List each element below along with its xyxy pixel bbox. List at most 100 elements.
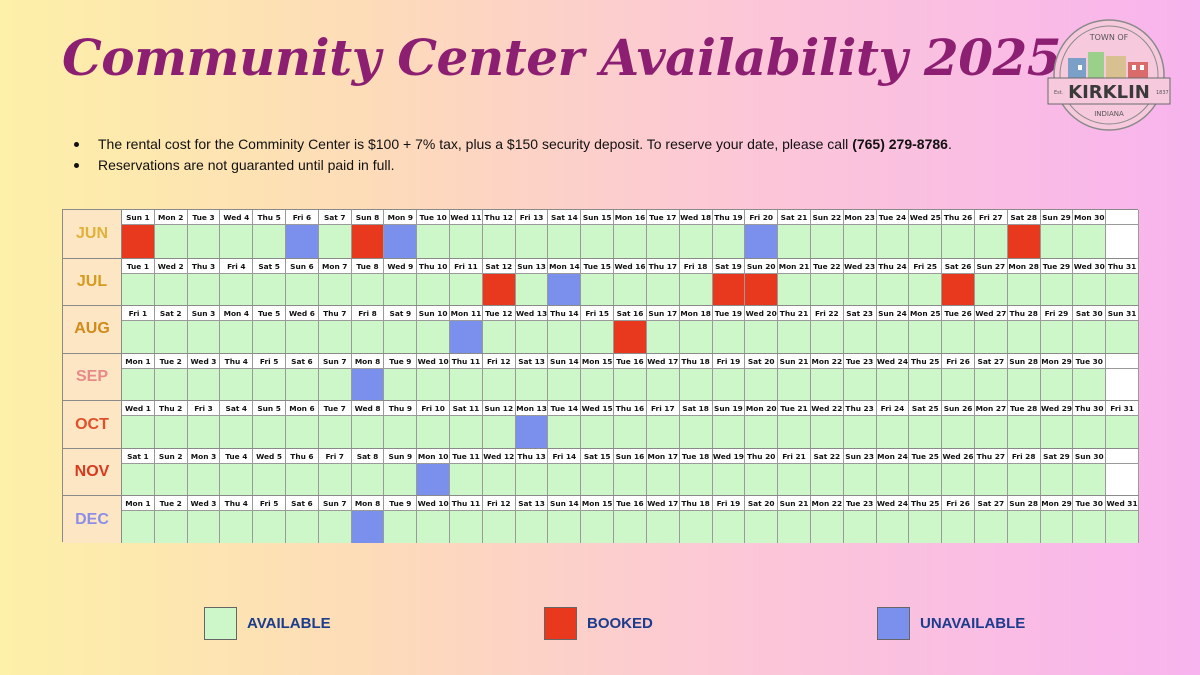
day-cell-available[interactable]	[745, 416, 779, 448]
day-cell-available[interactable]	[154, 321, 188, 353]
day-cell-available[interactable]	[1106, 511, 1139, 543]
day-cell-available[interactable]	[450, 416, 483, 448]
day-cell-available[interactable]	[1106, 416, 1139, 448]
day-cell-available[interactable]	[909, 511, 943, 543]
day-cell-available[interactable]	[122, 511, 155, 543]
day-cell-booked[interactable]	[712, 273, 746, 306]
day-cell-available[interactable]	[1040, 511, 1074, 543]
day-cell-available[interactable]	[810, 511, 844, 543]
day-cell-available[interactable]	[253, 368, 287, 401]
day-cell-available[interactable]	[909, 368, 943, 401]
day-cell-available[interactable]	[942, 368, 975, 401]
day-cell-available[interactable]	[646, 463, 680, 496]
day-cell-available[interactable]	[351, 273, 385, 306]
day-cell-unavailable[interactable]	[351, 368, 385, 401]
day-cell-available[interactable]	[646, 368, 680, 401]
day-cell-available[interactable]	[548, 321, 582, 353]
day-cell-available[interactable]	[318, 321, 352, 353]
day-cell-available[interactable]	[417, 511, 451, 543]
day-cell-available[interactable]	[515, 511, 549, 543]
day-cell-available[interactable]	[581, 368, 615, 401]
day-cell-available[interactable]	[318, 463, 352, 496]
day-cell-available[interactable]	[122, 273, 155, 306]
day-cell-available[interactable]	[1073, 225, 1107, 258]
day-cell-available[interactable]	[679, 273, 713, 306]
day-cell-available[interactable]	[548, 368, 582, 401]
day-cell-available[interactable]	[253, 321, 287, 353]
day-cell-available[interactable]	[909, 416, 943, 448]
day-cell-available[interactable]	[745, 511, 779, 543]
day-cell-available[interactable]	[1007, 321, 1041, 353]
day-cell-available[interactable]	[384, 416, 418, 448]
day-cell-available[interactable]	[974, 463, 1008, 496]
day-cell-available[interactable]	[876, 273, 910, 306]
day-cell-available[interactable]	[450, 368, 483, 401]
day-cell-available[interactable]	[253, 511, 287, 543]
day-cell-available[interactable]	[515, 463, 549, 496]
day-cell-available[interactable]	[548, 463, 582, 496]
day-cell-available[interactable]	[1007, 368, 1041, 401]
day-cell-available[interactable]	[679, 463, 713, 496]
day-cell-available[interactable]	[318, 416, 352, 448]
day-cell-available[interactable]	[810, 273, 844, 306]
day-cell-available[interactable]	[515, 225, 549, 258]
day-cell-available[interactable]	[482, 321, 516, 353]
day-cell-unavailable[interactable]	[745, 225, 779, 258]
day-cell-available[interactable]	[712, 463, 746, 496]
day-cell-available[interactable]	[679, 416, 713, 448]
day-cell-available[interactable]	[745, 463, 779, 496]
day-cell-available[interactable]	[712, 416, 746, 448]
day-cell-available[interactable]	[220, 511, 254, 543]
day-cell-available[interactable]	[1007, 511, 1041, 543]
day-cell-available[interactable]	[614, 416, 647, 448]
day-cell-available[interactable]	[384, 321, 418, 353]
day-cell-available[interactable]	[482, 416, 516, 448]
day-cell-available[interactable]	[876, 225, 910, 258]
day-cell-available[interactable]	[843, 511, 877, 543]
day-cell-available[interactable]	[1007, 273, 1041, 306]
day-cell-available[interactable]	[778, 225, 811, 258]
day-cell-available[interactable]	[154, 368, 188, 401]
day-cell-available[interactable]	[318, 511, 352, 543]
day-cell-available[interactable]	[942, 225, 975, 258]
day-cell-available[interactable]	[876, 511, 910, 543]
day-cell-unavailable[interactable]	[286, 225, 319, 258]
day-cell-available[interactable]	[810, 321, 844, 353]
day-cell-available[interactable]	[286, 368, 319, 401]
day-cell-available[interactable]	[778, 368, 811, 401]
day-cell-booked[interactable]	[1007, 225, 1041, 258]
day-cell-available[interactable]	[909, 321, 943, 353]
day-cell-available[interactable]	[745, 321, 779, 353]
day-cell-available[interactable]	[843, 321, 877, 353]
day-cell-available[interactable]	[712, 511, 746, 543]
day-cell-available[interactable]	[187, 416, 221, 448]
day-cell-available[interactable]	[876, 463, 910, 496]
day-cell-available[interactable]	[286, 321, 319, 353]
day-cell-available[interactable]	[482, 368, 516, 401]
day-cell-available[interactable]	[515, 273, 549, 306]
day-cell-unavailable[interactable]	[548, 273, 582, 306]
day-cell-available[interactable]	[318, 225, 352, 258]
day-cell-available[interactable]	[122, 368, 155, 401]
day-cell-available[interactable]	[286, 416, 319, 448]
day-cell-available[interactable]	[220, 321, 254, 353]
day-cell-available[interactable]	[974, 273, 1008, 306]
day-cell-available[interactable]	[1007, 416, 1041, 448]
day-cell-available[interactable]	[187, 273, 221, 306]
day-cell-available[interactable]	[253, 416, 287, 448]
day-cell-available[interactable]	[581, 511, 615, 543]
day-cell-booked[interactable]	[942, 273, 975, 306]
day-cell-booked[interactable]	[122, 225, 155, 258]
day-cell-available[interactable]	[679, 368, 713, 401]
day-cell-available[interactable]	[1040, 368, 1074, 401]
day-cell-available[interactable]	[974, 368, 1008, 401]
day-cell-available[interactable]	[876, 416, 910, 448]
day-cell-available[interactable]	[843, 273, 877, 306]
day-cell-available[interactable]	[1073, 463, 1107, 496]
day-cell-available[interactable]	[942, 511, 975, 543]
day-cell-available[interactable]	[286, 463, 319, 496]
day-cell-available[interactable]	[417, 368, 451, 401]
day-cell-available[interactable]	[318, 368, 352, 401]
day-cell-available[interactable]	[450, 463, 483, 496]
day-cell-available[interactable]	[778, 416, 811, 448]
